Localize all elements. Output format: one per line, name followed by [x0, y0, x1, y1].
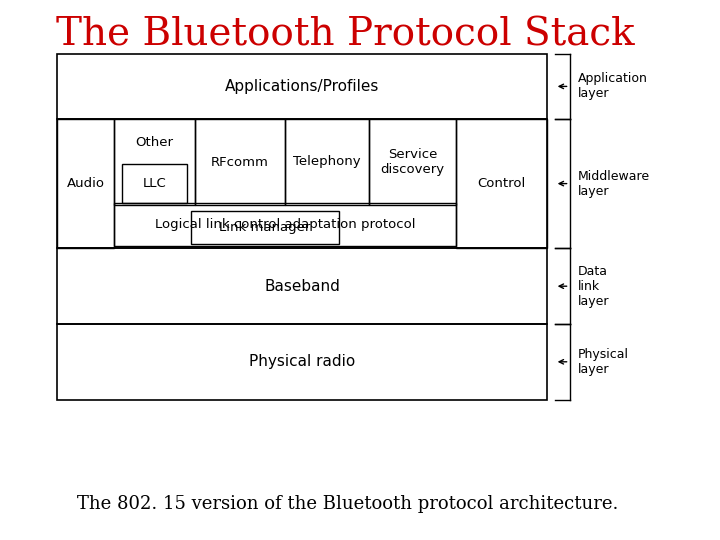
Bar: [114, 202, 456, 246]
Bar: [114, 119, 194, 205]
Text: Middleware
layer: Middleware layer: [577, 170, 649, 198]
Text: Physical radio: Physical radio: [249, 354, 355, 369]
Bar: [58, 324, 546, 400]
Text: The Bluetooth Protocol Stack: The Bluetooth Protocol Stack: [56, 16, 635, 53]
Text: Applications/Profiles: Applications/Profiles: [225, 79, 379, 94]
Bar: [192, 211, 339, 244]
Text: Application
layer: Application layer: [577, 72, 647, 100]
Text: LLC: LLC: [143, 177, 166, 190]
Text: Logical link control adaptation protocol: Logical link control adaptation protocol: [155, 218, 415, 231]
Bar: [194, 119, 285, 205]
Text: Baseband: Baseband: [264, 279, 340, 294]
Text: Control: Control: [477, 177, 526, 190]
Text: Telephony: Telephony: [293, 156, 361, 168]
Bar: [369, 119, 456, 205]
Text: RFcomm: RFcomm: [211, 156, 269, 168]
Text: Data
link
layer: Data link layer: [577, 265, 609, 308]
Text: Link manager: Link manager: [220, 221, 311, 234]
Bar: [58, 119, 546, 248]
Text: The 802. 15 version of the Bluetooth protocol architecture.: The 802. 15 version of the Bluetooth pro…: [77, 495, 618, 513]
Text: Service
discovery: Service discovery: [381, 148, 445, 176]
Text: Other: Other: [135, 137, 174, 150]
Bar: [58, 54, 546, 119]
Text: Audio: Audio: [67, 177, 104, 190]
Bar: [58, 248, 546, 324]
Bar: [456, 119, 546, 248]
Bar: [58, 119, 114, 248]
Text: Physical
layer: Physical layer: [577, 348, 629, 376]
Bar: [122, 164, 186, 202]
Bar: [285, 119, 369, 205]
